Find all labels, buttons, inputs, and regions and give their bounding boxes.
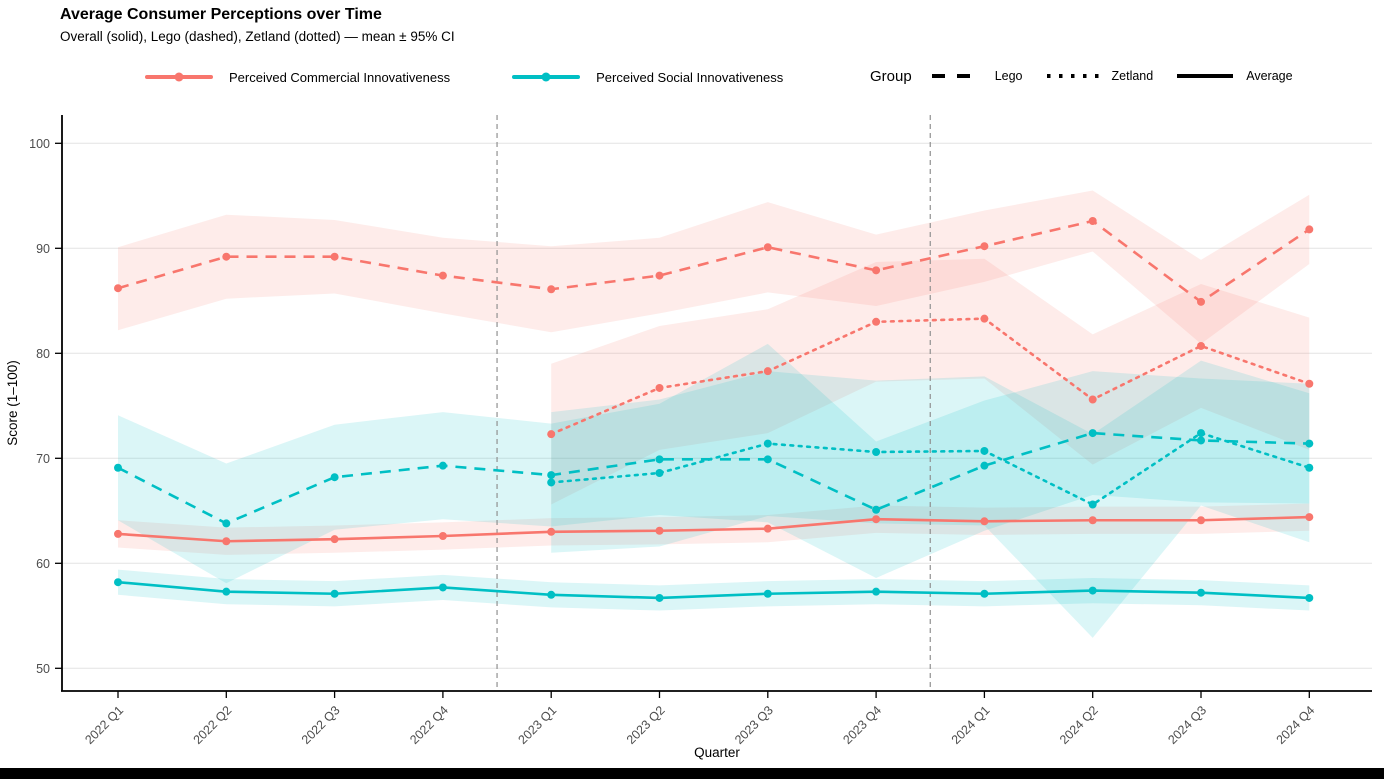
legend-label-lego: Lego [994,69,1023,83]
svg-text:100: 100 [29,137,50,151]
svg-text:2024 Q3: 2024 Q3 [1165,703,1209,747]
solid-line-icon [1177,74,1234,78]
legend-item-commercial: Perceived Commercial Innovativeness [145,70,450,85]
chart-subtitle: Overall (solid), Lego (dashed), Zetland … [60,29,455,44]
svg-text:60: 60 [36,557,50,571]
svg-text:80: 80 [36,347,50,361]
svg-text:2023 Q1: 2023 Q1 [516,703,560,747]
svg-text:2023 Q2: 2023 Q2 [624,703,668,747]
legend-label-average: Average [1246,69,1293,83]
measures-legend: Perceived Commercial Innovativeness Perc… [145,66,783,88]
svg-text:2022 Q2: 2022 Q2 [191,703,235,747]
commercial-point-icon [174,72,184,82]
svg-text:2024 Q4: 2024 Q4 [1274,703,1318,747]
svg-text:50: 50 [36,662,50,676]
svg-text:2024 Q2: 2024 Q2 [1057,703,1101,747]
svg-text:Quarter: Quarter [694,745,740,760]
dashed-line-icon [931,74,982,78]
svg-text:2022 Q3: 2022 Q3 [299,703,343,747]
social-point-icon [541,72,551,82]
commercial-line-sample-icon [145,72,213,82]
svg-text:2023 Q4: 2023 Q4 [840,703,884,747]
svg-text:90: 90 [36,242,50,256]
social-line-sample-icon [512,72,581,82]
chart-title: Average Consumer Perceptions over Time [60,6,382,23]
svg-text:2022 Q4: 2022 Q4 [407,703,451,747]
window-edge-bar [0,768,1384,779]
legend-label-social: Perceived Social Innovativeness [596,69,784,85]
svg-text:2022 Q1: 2022 Q1 [82,703,126,747]
group-legend-title: Group [870,67,912,85]
legend-label-zetland: Zetland [1111,69,1154,83]
legend-label-commercial: Perceived Commercial Innovativeness [229,69,451,85]
legend-item-social: Perceived Social Innovativeness [512,70,783,85]
svg-text:70: 70 [36,452,50,466]
dotted-line-icon [1046,74,1099,78]
svg-text:2023 Q3: 2023 Q3 [732,703,776,747]
svg-text:2024 Q1: 2024 Q1 [949,703,993,747]
svg-text:Score (1–100): Score (1–100) [5,360,20,446]
group-legend: Group Lego Zetland Average [870,62,1293,90]
